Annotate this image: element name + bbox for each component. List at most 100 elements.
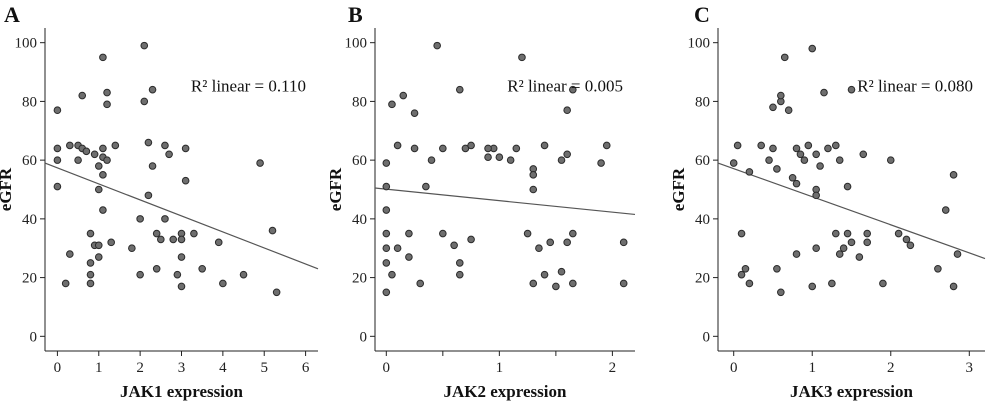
scatter-point <box>214 238 223 247</box>
x-tick-label: 0 <box>54 360 62 376</box>
scatter-point <box>144 191 153 200</box>
y-tick-label: 40 <box>695 212 710 228</box>
scatter-point <box>506 156 515 164</box>
scatter-point <box>219 279 227 288</box>
scatter-point <box>563 150 571 159</box>
y-tick-label: 0 <box>360 329 368 345</box>
scatter-point <box>169 235 178 244</box>
scatter-point <box>152 264 161 273</box>
scatter-point <box>99 171 107 179</box>
scatter-panel-a: A 0 20 40 60 80 100 0 1 2 3 4 5 6 JAK1 expression eGFR R… <box>0 2 319 401</box>
scatter-point <box>824 144 832 153</box>
scatter-point <box>886 156 895 164</box>
y-axis-label: eGFR <box>0 167 15 211</box>
y-tick-label: 100 <box>345 36 368 52</box>
x-tick-label: 4 <box>219 360 227 376</box>
scatter-point <box>941 206 950 214</box>
x-tick-label: 1 <box>808 360 816 376</box>
scatter-point <box>812 150 820 159</box>
scatter-point <box>173 270 182 279</box>
x-tick-label: 1 <box>496 360 504 376</box>
x-tick-label: 0 <box>730 360 738 376</box>
y-tick-label: 40 <box>352 212 367 228</box>
scatter-point <box>729 159 738 167</box>
panel-label: C <box>694 2 710 27</box>
scatter-point <box>484 144 492 153</box>
scatter-point <box>552 282 560 291</box>
regression-line <box>374 187 636 216</box>
scatter-point <box>569 85 577 94</box>
scatter-point <box>879 279 887 288</box>
scatter-point <box>239 270 248 279</box>
y-tick-label: 20 <box>22 271 37 287</box>
scatter-point <box>144 138 153 147</box>
scatter-point <box>382 288 391 297</box>
scatter-point <box>769 144 777 153</box>
scatter-point <box>148 85 157 94</box>
scatter-point <box>152 229 161 238</box>
scatter-point <box>733 141 742 150</box>
scatter-point <box>94 241 103 250</box>
scatter-point <box>382 229 391 238</box>
scatter-point <box>792 144 801 153</box>
scatter-point <box>388 270 396 279</box>
scatter-point <box>410 109 419 117</box>
scatter-point <box>512 144 521 153</box>
scatter-point <box>86 270 95 279</box>
scatter-point <box>902 235 911 244</box>
scatter-point <box>82 147 91 156</box>
x-tick-label: 5 <box>260 360 268 376</box>
scatter-point <box>177 235 186 244</box>
scatter-point <box>382 244 391 253</box>
scatter-point <box>557 156 566 164</box>
scatter-point <box>835 250 844 258</box>
scatter-point <box>161 141 169 150</box>
scatter-point <box>74 156 82 164</box>
scatter-point <box>546 238 555 247</box>
x-tick-label: 0 <box>383 360 391 376</box>
scatter-point <box>792 250 801 258</box>
scatter-point <box>602 141 611 150</box>
scatter-point <box>934 264 942 273</box>
y-tick-label: 80 <box>22 94 37 110</box>
scatter-point <box>53 144 62 153</box>
y-tick-label: 80 <box>352 94 367 110</box>
y-tick-label: 60 <box>352 153 367 169</box>
scatter-point <box>99 53 107 62</box>
scatter-point <box>53 182 62 191</box>
scatter-point <box>256 159 264 167</box>
scatter-point <box>745 279 754 288</box>
scatter-point <box>808 44 817 53</box>
scatter-point <box>563 238 571 247</box>
scatter-point <box>90 150 99 159</box>
scatter-point <box>777 91 785 100</box>
x-tick-label: 2 <box>609 360 617 376</box>
scatter-point <box>128 244 136 253</box>
scatter-point <box>949 282 958 291</box>
scatter-point <box>773 264 781 273</box>
x-tick-label: 1 <box>95 360 103 376</box>
scatter-point <box>855 253 864 261</box>
scatter-point <box>165 150 173 159</box>
scatter-point <box>99 206 107 214</box>
scatter-point <box>745 168 754 176</box>
y-tick-label: 100 <box>15 36 38 52</box>
y-tick-label: 0 <box>30 329 38 345</box>
scatter-point <box>161 215 169 223</box>
r-squared-annotation: R² linear = 0.080 <box>857 77 973 96</box>
x-tick-label: 3 <box>178 360 186 376</box>
x-tick-label: 2 <box>887 360 895 376</box>
scatter-point <box>788 173 797 182</box>
scatter-point <box>86 229 95 238</box>
scatter-point <box>198 264 206 273</box>
scatter-point <box>804 141 813 150</box>
scatter-point <box>769 103 777 112</box>
scatter-point <box>563 106 571 115</box>
scatter-point <box>382 182 391 191</box>
scatter-point <box>863 238 872 247</box>
scatter-point <box>737 270 746 279</box>
scatter-point <box>66 141 74 150</box>
scatter-point <box>427 156 436 164</box>
scatter-point <box>773 165 781 173</box>
